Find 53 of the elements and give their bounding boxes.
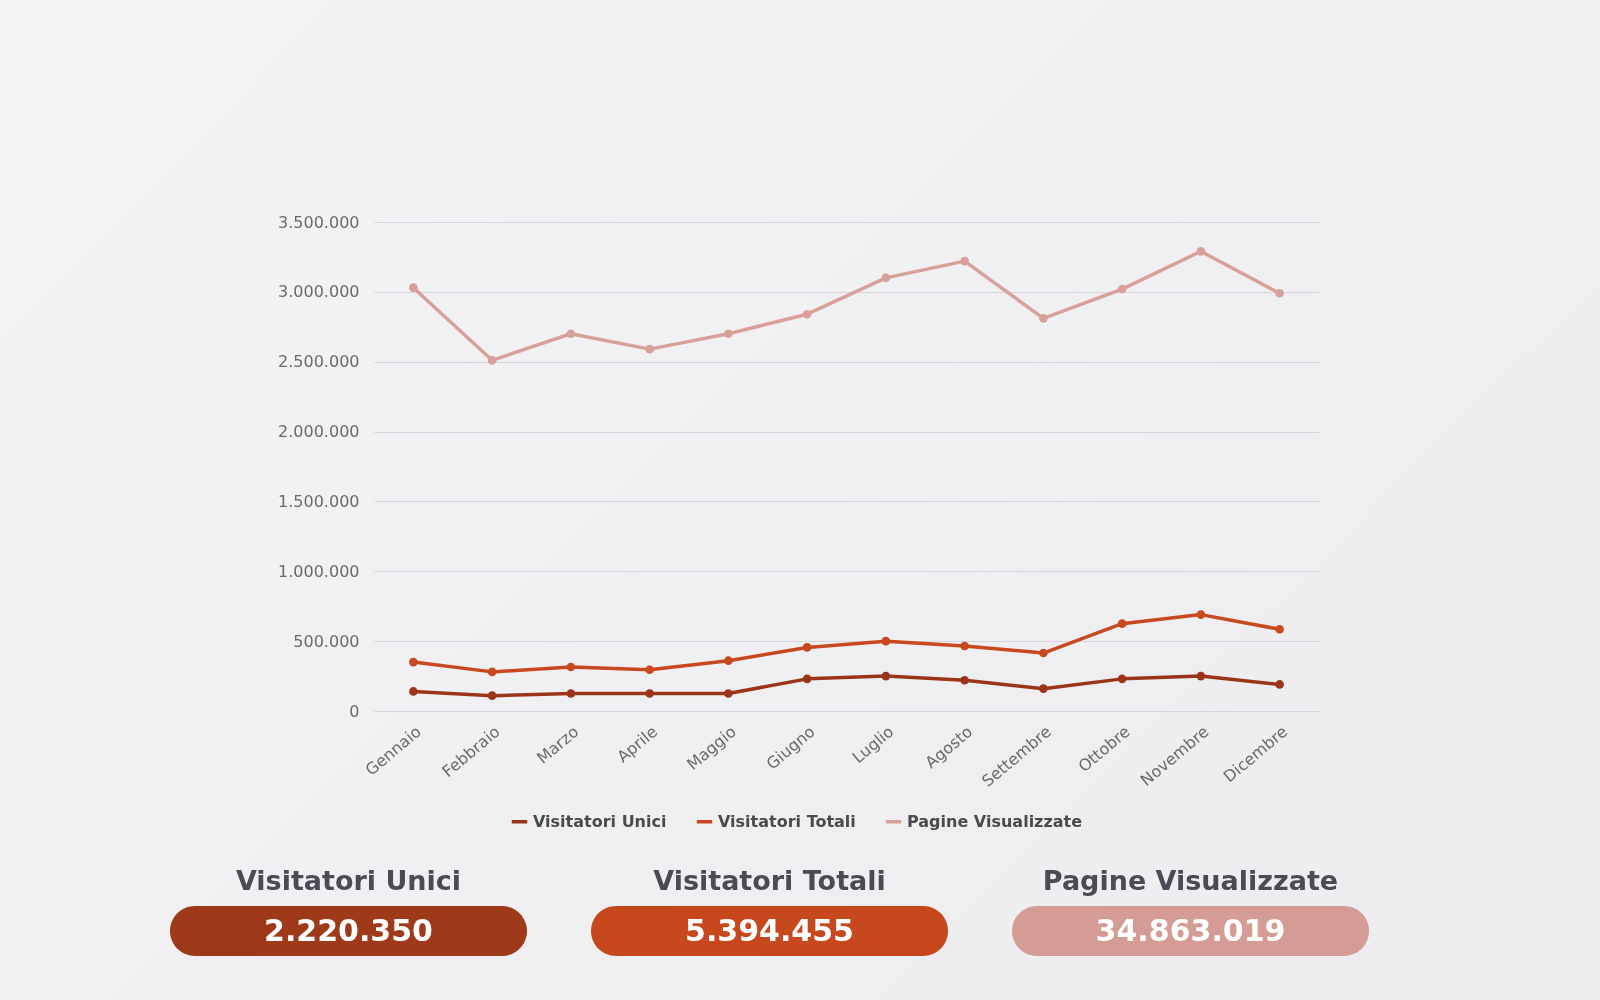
point <box>881 273 891 283</box>
point <box>1275 288 1284 298</box>
y-tick-label: 3.000.000 <box>278 282 360 302</box>
point <box>1117 619 1127 628</box>
point <box>802 674 812 684</box>
point <box>960 641 969 651</box>
y-tick-label: 2.000.000 <box>278 422 360 442</box>
point <box>409 283 418 292</box>
category-label: Visitatori Unici <box>235 865 462 896</box>
y-tick-label: 2.500.000 <box>278 352 360 372</box>
point <box>1039 648 1048 658</box>
point <box>881 671 891 681</box>
point <box>409 687 418 696</box>
point <box>1275 680 1284 689</box>
point <box>802 643 812 652</box>
text: 2.220.350 <box>264 913 433 948</box>
y-tick-label: 1.500.000 <box>278 491 360 511</box>
point <box>645 665 654 675</box>
point <box>1196 610 1206 619</box>
point <box>724 656 733 666</box>
point <box>487 667 497 677</box>
point <box>566 662 576 672</box>
y-tick-label: 500.000 <box>293 631 360 651</box>
point <box>1039 314 1048 323</box>
point <box>409 657 418 667</box>
legend-label: Visitatori Totali <box>718 811 856 831</box>
y-tick-label: 1.000.000 <box>278 561 360 581</box>
point <box>487 691 497 700</box>
legend-label: Pagine Visualizzate <box>907 811 1083 831</box>
point <box>1196 671 1206 681</box>
point <box>802 309 812 319</box>
text: 5.394.455 <box>685 913 854 948</box>
point <box>881 636 891 646</box>
text: 34.863.019 <box>1095 913 1286 948</box>
point <box>645 689 654 698</box>
legend-label: Visitatori Unici <box>533 811 667 831</box>
point <box>724 329 733 339</box>
point <box>566 329 576 339</box>
point <box>566 689 576 698</box>
point <box>1117 674 1127 684</box>
point <box>1196 247 1206 256</box>
point <box>1275 624 1284 634</box>
y-tick-label: 3.500.000 <box>278 212 360 232</box>
point <box>1039 684 1048 693</box>
y-tick-label: 0 <box>349 701 360 721</box>
point <box>724 689 733 698</box>
point <box>960 256 969 266</box>
point <box>645 344 654 354</box>
category-label: Pagine Visualizzate <box>1042 865 1339 896</box>
point <box>487 356 497 365</box>
point <box>960 675 969 685</box>
category-label: Visitatori Totali <box>653 865 886 896</box>
point <box>1117 284 1127 294</box>
